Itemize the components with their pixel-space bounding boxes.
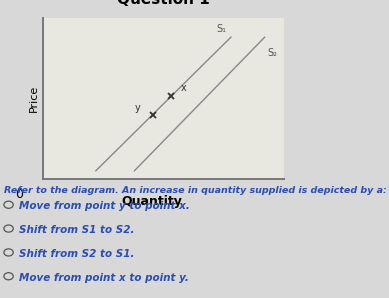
Text: Shift from S2 to S1.: Shift from S2 to S1.: [19, 249, 134, 259]
Text: Quantity: Quantity: [121, 195, 182, 208]
Text: S₁: S₁: [216, 24, 226, 34]
Text: Question 1: Question 1: [117, 0, 210, 7]
Text: Refer to the diagram. An increase in quantity supplied is depicted by a:: Refer to the diagram. An increase in qua…: [4, 186, 387, 195]
Text: x: x: [181, 83, 187, 93]
Text: y: y: [135, 103, 140, 113]
Text: Move from point y to point x.: Move from point y to point x.: [19, 201, 189, 211]
Text: 0: 0: [15, 188, 23, 201]
Text: Move from point x to point y.: Move from point x to point y.: [19, 273, 189, 283]
Y-axis label: Price: Price: [29, 85, 39, 112]
Text: Shift from S1 to S2.: Shift from S1 to S2.: [19, 225, 134, 235]
Text: S₂: S₂: [267, 48, 277, 58]
